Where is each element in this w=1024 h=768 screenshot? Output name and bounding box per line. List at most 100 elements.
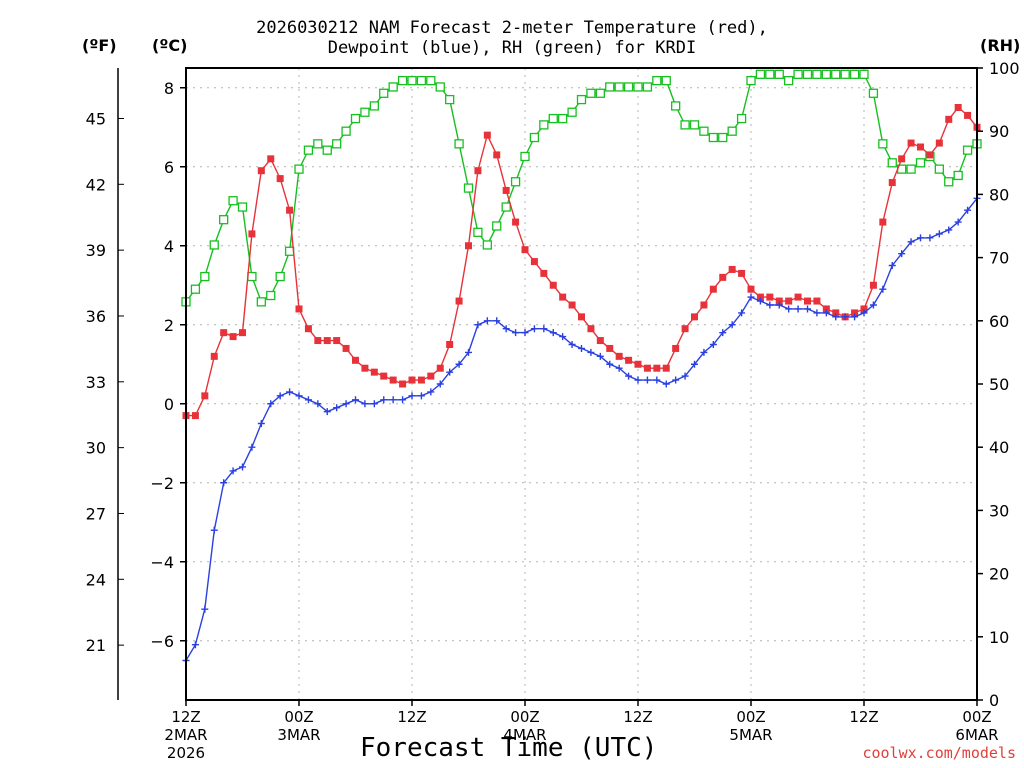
temperature-point xyxy=(954,104,962,111)
temperature-point xyxy=(568,301,576,309)
temperature-point xyxy=(530,258,538,266)
temperature-point xyxy=(926,151,934,159)
dewpoint-point xyxy=(606,360,614,368)
rh-tick-label: 50 xyxy=(989,375,1009,394)
temperature-point xyxy=(210,352,218,360)
rh-tick-label: 20 xyxy=(989,565,1009,584)
x-tick-label: 2MAR xyxy=(164,726,207,744)
x-tick-label: 12Z xyxy=(397,708,426,726)
temperature-point xyxy=(719,273,727,281)
temperature-point xyxy=(220,329,228,337)
dewpoint-point xyxy=(625,372,633,380)
temperature-point xyxy=(380,372,388,380)
rh-point xyxy=(294,164,304,174)
dewpoint-point xyxy=(229,467,237,475)
dewpoint-point xyxy=(436,380,444,388)
temperature-point xyxy=(549,281,557,289)
temperature-point xyxy=(436,364,444,372)
fahrenheit-tick-label: 24 xyxy=(86,570,106,589)
rh-point xyxy=(322,145,332,155)
temperature-point xyxy=(446,341,454,348)
x-tick-label: 2026 xyxy=(167,744,205,762)
dewpoint-point xyxy=(455,360,463,368)
temperature-point xyxy=(399,380,407,388)
rh-point xyxy=(510,177,521,187)
celsius-tick-label: 4 xyxy=(164,237,174,256)
dewpoint-point xyxy=(191,641,199,649)
rh-point xyxy=(463,183,474,193)
temperature-point xyxy=(917,143,924,151)
celsius-tick-label: −2 xyxy=(150,474,174,493)
temperature-point xyxy=(681,325,689,333)
rh-point xyxy=(539,120,549,130)
temperature-point xyxy=(738,269,746,277)
celsius-tick-label: 8 xyxy=(164,79,174,98)
rh-tick-label: 80 xyxy=(989,185,1009,204)
temperature-point xyxy=(474,167,482,175)
temperature-point xyxy=(869,281,877,289)
dewpoint-point xyxy=(530,325,538,333)
dewpoint-point xyxy=(596,352,604,360)
dewpoint-point xyxy=(399,396,407,404)
rh-point xyxy=(652,75,662,86)
dewpoint-point xyxy=(917,234,924,242)
credit-link[interactable]: coolwx.com/models xyxy=(862,744,1016,762)
dewpoint-point xyxy=(578,344,585,352)
dewpoint-point xyxy=(352,396,359,404)
dewpoint-point xyxy=(323,408,331,416)
temperature-point xyxy=(596,337,604,345)
rh-point xyxy=(548,113,558,124)
temperature-point xyxy=(662,364,670,372)
rh-point xyxy=(529,132,540,143)
dewpoint-point xyxy=(389,396,397,404)
dewpoint-point xyxy=(370,400,378,408)
dewpoint-point xyxy=(964,206,972,214)
rh-axis-unit: (RH) xyxy=(980,36,1021,55)
rh-point xyxy=(350,113,361,124)
dewpoint-point xyxy=(257,420,265,427)
rh-point xyxy=(407,75,417,86)
dewpoint-point xyxy=(954,218,962,226)
temperature-point xyxy=(314,337,322,345)
rh-tick-label: 0 xyxy=(989,691,999,710)
fahrenheit-tick-label: 39 xyxy=(86,241,106,260)
dewpoint-point xyxy=(521,329,529,337)
dewpoint-point xyxy=(672,376,680,384)
rh-point xyxy=(586,88,596,98)
rh-point xyxy=(256,297,266,307)
rh-point xyxy=(303,145,314,155)
dewpoint-point xyxy=(813,309,821,317)
fahrenheit-axis-unit: (ºF) xyxy=(82,36,117,55)
dewpoint-point xyxy=(540,325,548,333)
rh-point xyxy=(228,196,238,206)
celsius-axis-unit: (ºC) xyxy=(152,36,188,55)
rh-point xyxy=(623,82,634,92)
dewpoint-point xyxy=(201,605,209,613)
fahrenheit-tick-label: 36 xyxy=(86,307,106,326)
rh-point xyxy=(878,139,888,149)
temperature-point xyxy=(229,333,237,341)
rh-point xyxy=(642,82,653,92)
rh-point xyxy=(219,215,229,225)
rh-point xyxy=(944,177,954,187)
dewpoint-point xyxy=(286,388,294,396)
rh-point xyxy=(718,132,728,143)
temperature-point xyxy=(879,218,887,226)
rh-point xyxy=(576,94,587,105)
fahrenheit-tick-label: 30 xyxy=(86,439,106,458)
rh-point xyxy=(868,88,879,98)
rh-point xyxy=(275,271,285,282)
rh-point xyxy=(831,69,841,79)
rh-point xyxy=(520,151,530,162)
rh-point xyxy=(765,69,775,79)
temperature-point xyxy=(964,111,972,119)
temperature-point xyxy=(860,305,868,313)
dewpoint-point xyxy=(775,301,783,309)
rh-point xyxy=(388,82,398,92)
rh-tick-label: 60 xyxy=(989,312,1009,331)
dewpoint-point xyxy=(446,368,454,376)
rh-tick-label: 70 xyxy=(989,249,1009,268)
temperature-point xyxy=(888,179,896,187)
dewpoint-point xyxy=(502,325,510,333)
